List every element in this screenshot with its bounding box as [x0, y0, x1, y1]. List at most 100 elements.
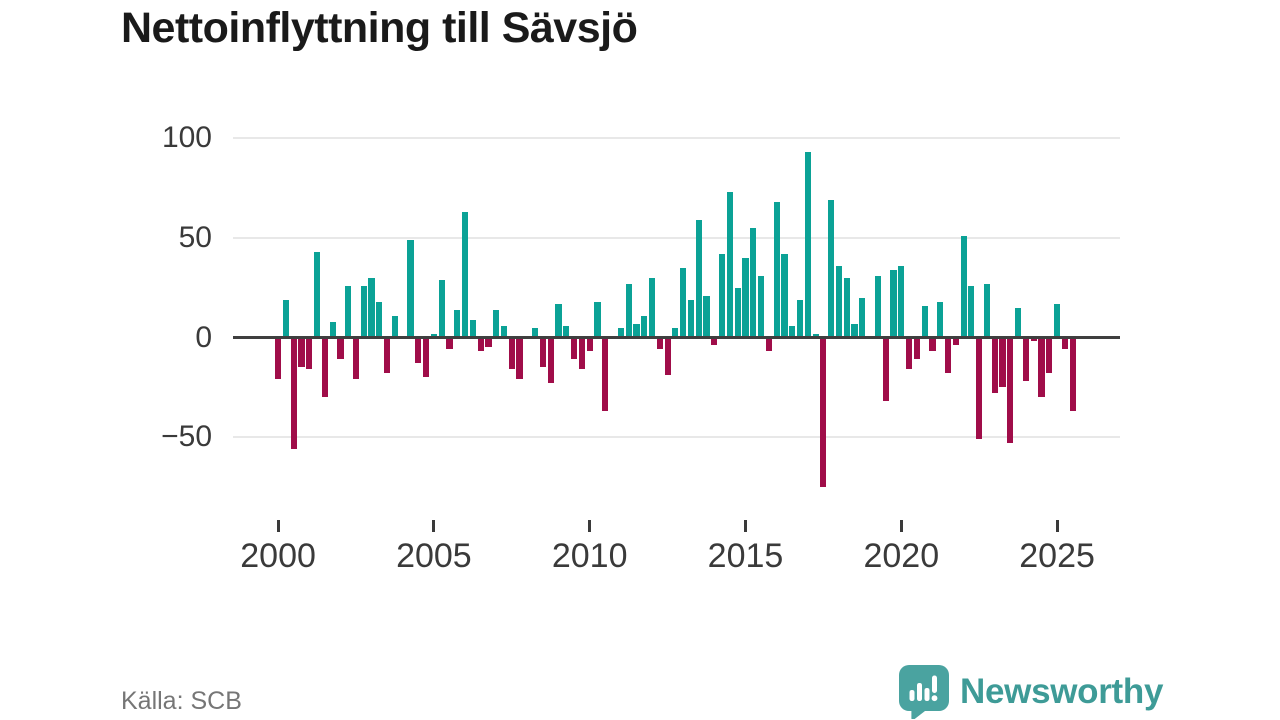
bar-2010-Q1	[586, 337, 593, 352]
bar-2009-Q2	[563, 325, 570, 338]
x-tick-2020	[899, 520, 903, 532]
bar-2022-Q4	[983, 283, 991, 338]
bar-2007-Q2	[500, 325, 508, 338]
x-tick-label-2020: 2020	[863, 537, 940, 575]
newsworthy-logo: Newsworthy	[899, 665, 1163, 719]
bar-2022-Q2	[968, 285, 975, 338]
bar-2017-Q1	[804, 151, 811, 338]
bar-2024-Q1	[1022, 337, 1030, 382]
bar-2006-Q4	[485, 337, 492, 348]
bar-2011-Q1	[617, 327, 624, 338]
bar-2001-Q2	[313, 251, 321, 338]
bar-2005-Q3	[446, 337, 453, 350]
bar-2015-Q1	[742, 257, 749, 338]
y-tick-label-50: 50	[178, 220, 212, 254]
bar-2004-Q4	[423, 337, 430, 378]
bar-2023-Q1	[991, 337, 998, 394]
bar-2017-Q2	[812, 333, 819, 338]
bar-2014-Q3	[726, 191, 733, 338]
bar-2018-Q4	[859, 297, 866, 338]
x-tick-label-2025: 2025	[1019, 537, 1095, 575]
y-tick-label-0: 0	[195, 320, 212, 354]
x-tick-label-2005: 2005	[396, 537, 472, 575]
bar-2008-Q4	[547, 337, 554, 384]
gridline-50	[233, 236, 1120, 239]
bar-2005-Q2	[438, 279, 445, 338]
bar-2015-Q2	[750, 227, 757, 338]
bar-2016-Q3	[789, 325, 796, 338]
bar-2018-Q2	[843, 277, 850, 338]
bar-2001-Q3	[321, 337, 328, 398]
bar-2017-Q3	[820, 337, 827, 488]
bar-2002-Q3	[352, 337, 360, 380]
bar-2024-Q4	[1046, 337, 1053, 374]
bar-2025-Q3	[1069, 337, 1076, 412]
bar-2008-Q3	[539, 337, 547, 368]
bar-2022-Q3	[976, 337, 983, 440]
bar-2013-Q2	[687, 299, 695, 338]
bar-2020-Q1	[898, 265, 905, 338]
y-tick-label--50: −50	[161, 420, 212, 454]
bar-2005-Q1	[430, 333, 437, 338]
bar-2019-Q3	[882, 337, 889, 402]
bar-2016-Q1	[773, 201, 780, 338]
bar-2001-Q4	[329, 321, 336, 338]
bar-2002-Q1	[337, 337, 344, 360]
bar-2011-Q2	[625, 283, 632, 338]
bar-2022-Q1	[960, 235, 967, 338]
bar-2000-Q4	[298, 337, 305, 368]
bar-2003-Q3	[384, 337, 391, 374]
bar-2024-Q3	[1038, 337, 1045, 398]
bar-2003-Q1	[368, 277, 375, 338]
bar-2015-Q4	[765, 337, 772, 352]
bar-2023-Q4	[1015, 307, 1022, 338]
bar-2025-Q1	[1054, 303, 1061, 338]
bar-2025-Q2	[1061, 337, 1068, 350]
bar-2007-Q1	[493, 309, 500, 338]
bar-2002-Q4	[360, 285, 367, 338]
bar-2012-Q1	[648, 277, 656, 338]
bar-2023-Q2	[999, 337, 1006, 388]
bar-2023-Q3	[1007, 337, 1014, 444]
bar-2020-Q3	[913, 337, 920, 360]
bar-2012-Q3	[664, 337, 671, 376]
bar-2003-Q2	[376, 301, 383, 338]
bar-2018-Q3	[851, 323, 858, 338]
bar-2021-Q2	[937, 301, 944, 338]
bar-2013-Q3	[695, 219, 702, 338]
bar-2006-Q2	[469, 319, 476, 338]
bar-2021-Q1	[929, 337, 936, 352]
source-note: Källa: SCB	[121, 687, 242, 715]
bar-2013-Q4	[703, 295, 710, 338]
bar-2009-Q4	[578, 337, 585, 370]
bar-2021-Q3	[944, 337, 952, 374]
bar-2018-Q1	[835, 265, 843, 338]
bar-2015-Q3	[757, 275, 765, 338]
x-tick-2010	[588, 520, 592, 532]
bar-2009-Q1	[555, 303, 562, 338]
bar-2011-Q4	[641, 315, 648, 338]
bar-2014-Q4	[734, 287, 741, 338]
bar-2011-Q3	[633, 323, 640, 338]
bar-2004-Q3	[415, 337, 422, 364]
bar-2016-Q2	[781, 253, 788, 338]
newsworthy-logo-icon	[899, 665, 949, 719]
bar-2014-Q1	[711, 337, 718, 346]
bar-2008-Q2	[532, 327, 539, 338]
bar-2009-Q3	[571, 337, 578, 360]
bar-2013-Q1	[680, 267, 687, 338]
newsworthy-logo-text: Newsworthy	[960, 672, 1164, 711]
zero-axis-line	[233, 336, 1120, 339]
bar-2021-Q4	[952, 337, 959, 346]
bar-2024-Q2	[1030, 337, 1037, 342]
bar-2006-Q1	[461, 211, 469, 338]
bar-2014-Q2	[719, 253, 726, 338]
bar-2017-Q4	[828, 199, 835, 338]
chart-title: Nettoinflyttning till Sävsjö	[121, 4, 638, 52]
x-tick-2005	[432, 520, 436, 532]
bar-2012-Q4	[672, 327, 679, 338]
bar-2001-Q1	[306, 337, 313, 370]
bar-2004-Q2	[407, 239, 414, 338]
bar-2007-Q4	[516, 337, 523, 380]
